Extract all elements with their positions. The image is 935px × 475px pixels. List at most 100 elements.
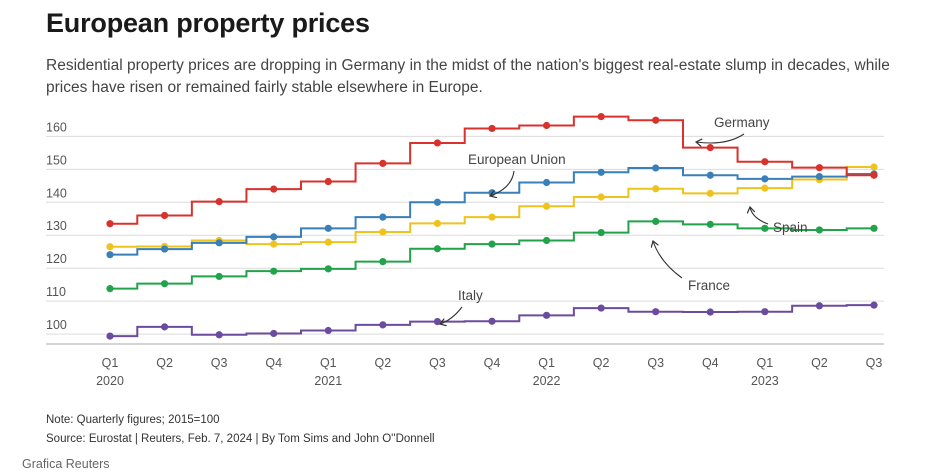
y-tick-label: 100: [46, 318, 67, 332]
data-point-european-union: [270, 233, 278, 241]
data-point-european-union: [433, 198, 442, 206]
data-point-spain: [488, 213, 496, 221]
chart-title: European property prices: [46, 8, 370, 38]
x-tick-label: Q4: [702, 356, 719, 370]
data-point-france: [815, 226, 824, 234]
data-point-germany: [215, 198, 223, 206]
data-point-germany: [597, 112, 605, 121]
data-point-european-union: [215, 239, 223, 247]
data-point-spain: [870, 163, 878, 171]
annotation-label-france: France: [688, 278, 730, 293]
annotation-arrow-european-union: [490, 170, 515, 196]
x-tick-label: Q2: [593, 356, 610, 370]
data-point-germany: [270, 185, 278, 193]
x-tick-label: Q3: [211, 356, 228, 370]
chart-credit: Grafica Reuters: [22, 457, 110, 471]
x-tick-label: Q2: [156, 356, 173, 370]
data-point-france: [542, 236, 551, 245]
x-tick-label: Q3: [429, 356, 446, 370]
x-tick-label: Q3: [647, 356, 664, 370]
y-axis-tick-labels: 100 110 120 130 140 150 160: [46, 120, 67, 332]
data-point-italy: [270, 329, 278, 338]
data-point-france: [652, 217, 660, 225]
data-point-spain: [379, 228, 387, 236]
y-tick-label: 150: [46, 153, 67, 167]
data-point-germany: [324, 177, 332, 186]
data-point-italy: [433, 317, 442, 326]
data-point-germany: [815, 164, 824, 172]
x-year-label: 2020: [96, 374, 124, 388]
y-tick-label: 130: [46, 219, 67, 233]
data-point-spain: [706, 189, 714, 197]
data-point-italy: [160, 323, 169, 331]
data-point-european-union: [379, 213, 387, 221]
data-point-germany: [652, 116, 660, 124]
data-point-france: [215, 272, 223, 281]
data-point-european-union: [106, 251, 114, 259]
data-point-european-union: [542, 178, 551, 187]
x-year-label: 2021: [314, 374, 342, 388]
annotations: Germany European Union Spain France Italy: [440, 115, 808, 324]
series-lines: [110, 115, 874, 338]
data-point-italy: [542, 311, 551, 319]
data-point-italy: [652, 308, 660, 316]
x-tick-label: Q1: [320, 356, 337, 370]
data-point-european-union: [652, 164, 660, 172]
data-point-germany: [160, 211, 169, 220]
data-point-france: [761, 224, 769, 232]
x-tick-label: Q1: [757, 356, 774, 370]
data-point-germany: [542, 121, 551, 130]
data-point-spain: [652, 185, 660, 193]
data-point-france: [270, 267, 278, 275]
series-line-germany: [110, 115, 874, 225]
y-tick-label: 160: [46, 120, 67, 134]
series-line-france: [110, 220, 874, 290]
data-point-france: [706, 220, 714, 228]
data-point-germany: [379, 159, 387, 167]
data-point-france: [597, 229, 605, 237]
y-tick-label: 110: [46, 285, 66, 299]
annotation-label-spain: Spain: [773, 220, 808, 235]
series-points: [106, 112, 878, 340]
annotation-arrow-spain: [750, 207, 769, 225]
data-point-france: [870, 224, 878, 232]
data-point-france: [160, 280, 169, 288]
data-point-european-union: [761, 175, 769, 183]
data-point-italy: [761, 308, 769, 316]
data-point-france: [379, 258, 387, 266]
gridlines: [46, 135, 884, 345]
annotation-label-italy: Italy: [458, 288, 483, 303]
data-point-italy: [324, 326, 332, 335]
data-point-italy: [597, 304, 605, 312]
data-point-italy: [488, 317, 496, 325]
data-point-european-union: [160, 245, 169, 253]
x-tick-label: Q4: [265, 356, 282, 370]
chart-source: Source: Eurostat | Reuters, Feb. 7, 2024…: [46, 433, 435, 445]
chart-subtitle: Residential property prices are dropping…: [46, 57, 890, 96]
data-point-spain: [761, 184, 769, 192]
data-point-germany: [870, 171, 878, 179]
data-point-european-union: [324, 224, 332, 232]
data-point-spain: [106, 243, 114, 251]
data-point-italy: [870, 301, 878, 309]
annotation-label-germany: Germany: [714, 115, 770, 130]
data-point-italy: [815, 302, 824, 310]
data-point-germany: [106, 220, 114, 228]
data-point-spain: [542, 202, 551, 210]
data-point-spain: [433, 219, 442, 227]
data-point-italy: [706, 308, 714, 316]
chart-note: Note: Quarterly figures; 2015=100: [46, 414, 220, 426]
data-point-germany: [488, 124, 496, 133]
y-tick-label: 140: [46, 186, 67, 200]
x-tick-label: Q2: [811, 356, 828, 370]
x-tick-label: Q4: [484, 356, 501, 370]
data-point-european-union: [597, 168, 605, 176]
data-point-italy: [106, 332, 114, 340]
annotation-arrow-germany: [696, 133, 745, 143]
x-tick-label: Q1: [538, 356, 555, 370]
data-point-italy: [379, 321, 387, 329]
data-point-france: [488, 240, 496, 248]
x-tick-label: Q1: [102, 356, 119, 370]
x-tick-label: Q2: [375, 356, 392, 370]
